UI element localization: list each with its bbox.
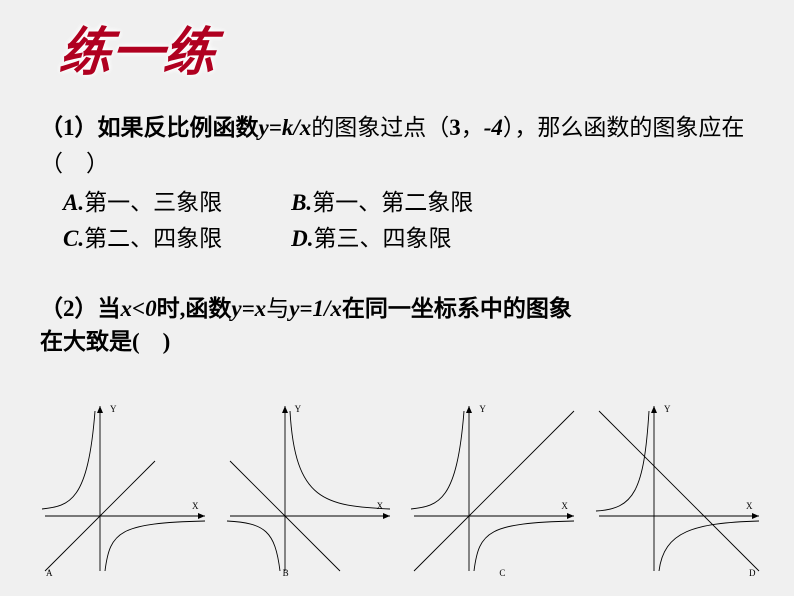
q2-condition: x<0 — [121, 296, 157, 321]
graph-d: Y X D — [594, 401, 764, 576]
graph-d-xlabel: X — [746, 501, 753, 511]
graph-d-ylabel: Y — [664, 404, 671, 414]
q2-eq1: y=x — [231, 296, 266, 321]
x-arrow — [383, 513, 390, 519]
graph-c-ylabel: Y — [479, 404, 486, 414]
q1-equation: y=k/x — [259, 115, 312, 140]
graph-row: Y X A Y X B Y X C — [40, 401, 764, 576]
q1-options: A.第一、三象限 B.第一、第二象限 C.第二、四象限 D.第三、四象限 — [40, 185, 754, 256]
q1-opt-a-label: A. — [63, 190, 84, 215]
graph-a-hyper — [42, 411, 205, 571]
q2-eq2: y=1/x — [289, 296, 342, 321]
y-arrow — [651, 406, 657, 413]
question-1: （1）如果反比例函数y=k/x的图象过点（3，-4），那么函数的图象应在（ ） … — [40, 110, 754, 257]
q1-text-c: 的图象过点（ — [311, 115, 449, 140]
y-arrow — [466, 406, 472, 413]
practice-title: 练一练 — [57, 10, 220, 85]
q1-point-y: -4 — [484, 115, 503, 140]
graph-c: Y X C — [409, 401, 579, 576]
q1-opt-b-label: B. — [291, 190, 312, 215]
x-arrow — [198, 513, 205, 519]
y-arrow — [282, 406, 288, 413]
x-arrow — [752, 513, 759, 519]
q2-number: 2 — [63, 296, 75, 321]
x-arrow — [567, 513, 574, 519]
graph-a: Y X A — [40, 401, 210, 576]
graph-a-label: A — [46, 568, 53, 578]
graph-c-line — [414, 411, 574, 571]
graph-c-label: C — [499, 568, 505, 578]
q1-opt-c-label: C. — [63, 226, 84, 251]
q1-opt-c-text: 第二、四象限 — [84, 226, 222, 251]
q2-paren-open: （ — [40, 296, 63, 321]
q1-number: 1 — [63, 115, 75, 140]
graph-a-svg — [40, 401, 210, 576]
graph-c-xlabel: X — [561, 501, 568, 511]
q1-comma: ， — [461, 115, 484, 140]
question-2: （2）当x<0时,函数y=x与y=1/x在同一坐标系中的图象在大致是( ) — [40, 292, 594, 359]
graph-a-xlabel: X — [192, 501, 199, 511]
graph-d-line — [599, 411, 759, 571]
graph-a-ylabel: Y — [110, 404, 117, 414]
graph-d-label: D — [749, 568, 756, 578]
graph-b: Y X B — [225, 401, 395, 576]
graph-c-svg — [409, 401, 579, 576]
q1-opt-d-label: D. — [291, 226, 313, 251]
q2-text-d: 与 — [266, 296, 289, 321]
graph-b-ylabel: Y — [295, 404, 302, 414]
graph-d-svg — [594, 401, 764, 576]
q2-text-b: ）当 — [75, 296, 121, 321]
q1-opt-b-text: 第一、第二象限 — [312, 190, 473, 215]
graph-b-hyper — [227, 411, 390, 571]
graph-b-xlabel: X — [377, 501, 384, 511]
q1-paren-close-text: ）如果反比例函数 — [75, 115, 259, 140]
q1-point-x: 3 — [449, 115, 461, 140]
q2-text-c: 时,函数 — [157, 296, 232, 321]
graph-b-label: B — [283, 568, 289, 578]
y-arrow — [97, 406, 103, 413]
graph-b-svg — [225, 401, 395, 576]
q1-opt-a-text: 第一、三象限 — [84, 190, 222, 215]
q1-paren-open: （ — [40, 115, 63, 140]
q1-opt-d-text: 第三、四象限 — [313, 226, 451, 251]
